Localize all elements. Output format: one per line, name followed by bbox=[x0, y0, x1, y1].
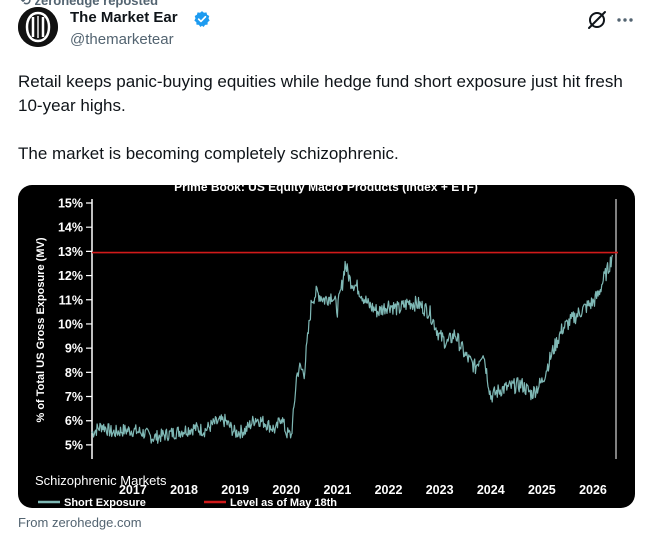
legend-label-reference: Level as of May 18th bbox=[230, 497, 337, 508]
y-tick-label: 15% bbox=[58, 197, 83, 211]
repost-indicator[interactable]: ⟲ zerohedge reposted bbox=[20, 0, 158, 9]
x-tick-label: 2020 bbox=[272, 483, 300, 497]
legend-label-short-exposure: Short Exposure bbox=[64, 497, 146, 508]
market-ear-logo-icon bbox=[18, 7, 58, 47]
x-tick-label: 2018 bbox=[170, 483, 198, 497]
x-tick-label: 2017 bbox=[119, 483, 147, 497]
series-line-short-exposure bbox=[91, 254, 613, 444]
x-tick-label: 2019 bbox=[221, 483, 249, 497]
repost-icon: ⟲ bbox=[20, 0, 35, 8]
y-tick-label: 12% bbox=[58, 269, 83, 283]
source-link[interactable]: From zerohedge.com bbox=[18, 515, 142, 530]
verified-badge-icon[interactable] bbox=[193, 10, 211, 33]
author-name[interactable]: The Market Ear bbox=[70, 9, 178, 26]
x-tick-label: 2021 bbox=[323, 483, 351, 497]
y-tick-label: 13% bbox=[58, 245, 83, 259]
x-tick-label: 2024 bbox=[477, 483, 505, 497]
media-caption: Schizophrenic Markets bbox=[35, 473, 167, 488]
tweet-paragraph: Retail keeps panic-buying equities while… bbox=[18, 72, 623, 115]
x-tick-label: 2022 bbox=[375, 483, 403, 497]
chart-image[interactable]: Prime Book: US Equity Macro Products (In… bbox=[18, 185, 635, 508]
y-axis-label: % of Total US Gross Exposure (MV) bbox=[35, 237, 47, 422]
tweet-text: Retail keeps panic-buying equities while… bbox=[18, 70, 643, 166]
y-tick-label: 14% bbox=[58, 221, 83, 235]
repost-label: zerohedge reposted bbox=[34, 0, 159, 8]
chart: Prime Book: US Equity Macro Products (In… bbox=[35, 185, 618, 508]
y-tick-label: 7% bbox=[65, 390, 83, 404]
avatar[interactable] bbox=[18, 7, 58, 47]
y-tick-label: 5% bbox=[65, 438, 83, 452]
more-icon[interactable] bbox=[615, 10, 635, 35]
y-tick-label: 6% bbox=[65, 414, 83, 428]
y-tick-label: 10% bbox=[58, 317, 83, 331]
y-tick-label: 11% bbox=[59, 293, 83, 307]
x-tick-label: 2026 bbox=[579, 483, 607, 497]
y-tick-label: 9% bbox=[65, 342, 83, 356]
chart-title: Prime Book: US Equity Macro Products (In… bbox=[174, 185, 478, 194]
tweet-paragraph: The market is becoming completely schizo… bbox=[18, 144, 399, 163]
grok-icon[interactable] bbox=[586, 9, 608, 36]
author-handle[interactable]: @themarketear bbox=[70, 31, 174, 48]
x-tick-label: 2025 bbox=[528, 483, 556, 497]
x-tick-label: 2023 bbox=[426, 483, 454, 497]
y-tick-label: 8% bbox=[65, 366, 83, 380]
